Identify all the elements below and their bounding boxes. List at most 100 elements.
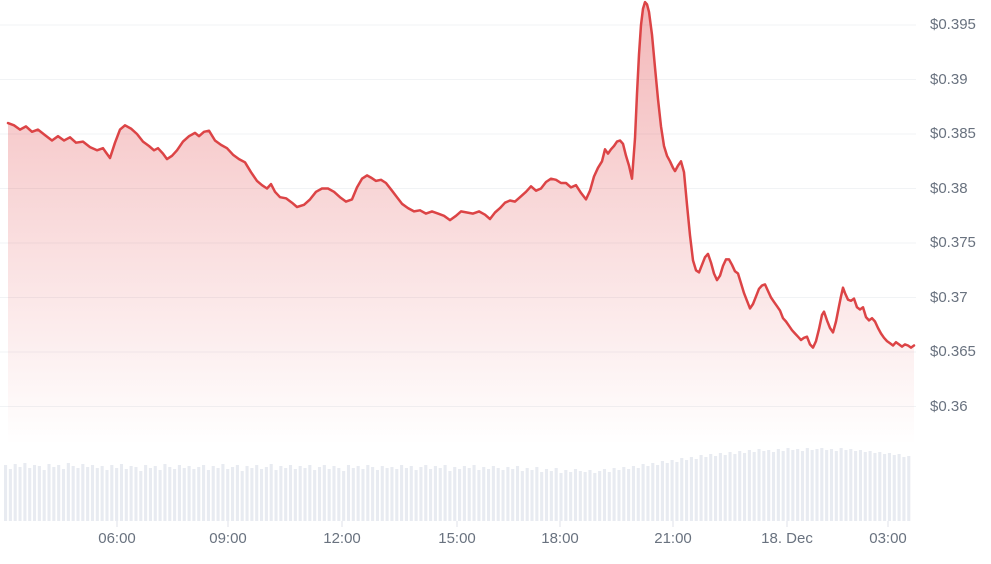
volume-bar [472, 465, 476, 521]
y-axis-label: $0.39 [930, 70, 968, 88]
volume-bar [578, 471, 582, 521]
volume-bar [718, 453, 722, 521]
volume-bar [583, 472, 587, 521]
volume-bar [810, 450, 814, 521]
x-axis-label: 18. Dec [761, 530, 813, 547]
volume-bar [733, 454, 737, 521]
volume-bar [100, 466, 104, 521]
volume-bar [419, 467, 423, 521]
volume-bar [308, 465, 312, 521]
volume-bar [148, 468, 152, 521]
volume-bar [762, 451, 766, 521]
volume-bar [13, 464, 17, 521]
volume-bar [173, 469, 177, 521]
volume-bar [709, 454, 713, 521]
volume-bar [124, 469, 128, 521]
volume-bar [878, 452, 882, 521]
volume-bar [675, 462, 679, 521]
volume-bar [757, 449, 761, 521]
volume-bar [163, 464, 167, 521]
volume-bar [448, 471, 452, 521]
volume-bar [4, 465, 8, 521]
volume-bar [685, 460, 689, 521]
volume-bar [704, 457, 708, 521]
volume-bar [206, 470, 210, 521]
volume-bar [400, 465, 404, 521]
volume-bar [245, 466, 249, 521]
volume-bar [66, 463, 70, 521]
volume-bar [559, 473, 563, 521]
volume-bar [670, 460, 674, 521]
volume-bar [216, 468, 220, 521]
volume-bar [105, 470, 109, 521]
volume-bar [375, 470, 380, 521]
volume-bar [28, 468, 32, 521]
volume-bar [752, 452, 756, 521]
y-axis-label: $0.38 [930, 179, 968, 197]
volume-bar [540, 472, 544, 521]
volume-bar [689, 457, 693, 521]
volume-bar [646, 466, 650, 521]
y-axis-label: $0.385 [930, 125, 976, 142]
volume-bar [767, 450, 771, 521]
x-axis-label: 12:00 [323, 530, 361, 547]
volume-bar [573, 469, 578, 521]
volume-bar [361, 469, 365, 521]
volume-bar [177, 465, 181, 521]
volume-bar [231, 467, 235, 521]
volume-bar [385, 468, 389, 521]
volume-bar [269, 464, 273, 521]
volume-bar [8, 469, 12, 521]
volume-bar [680, 458, 684, 521]
volume-bar [520, 471, 524, 521]
x-axis-label: 03:00 [869, 530, 907, 547]
volume-bar [274, 470, 278, 521]
volume-bar [134, 467, 138, 521]
volume-bar [791, 450, 795, 521]
volume-bar [158, 470, 162, 521]
volume-bar [443, 465, 447, 521]
volume-bar [342, 471, 346, 521]
x-axis-label: 18:00 [541, 530, 579, 547]
volume-bar [607, 472, 611, 521]
volume-bar [491, 466, 495, 521]
volume-bar [221, 464, 225, 521]
x-axis-ticks [116, 521, 889, 527]
volume-bar [226, 469, 230, 521]
volume-bar [240, 471, 244, 521]
volume-bar [617, 470, 621, 521]
volume-bar [487, 469, 491, 521]
volume-bar [462, 466, 466, 521]
volume-bar [414, 470, 418, 521]
y-axis-label: $0.37 [930, 288, 968, 306]
volume-bar [627, 469, 631, 521]
x-axis-label: 09:00 [209, 530, 247, 547]
volume-bar [409, 466, 413, 521]
x-axis-label: 15:00 [438, 530, 476, 547]
volume-bar [211, 466, 215, 521]
y-axis-label: $0.395 [930, 16, 976, 33]
volume-bar [482, 467, 486, 521]
volume-bar [892, 455, 896, 521]
volume-bar [366, 465, 370, 521]
volume-bar [119, 464, 124, 521]
volume-bar [52, 467, 56, 521]
volume-bar [694, 459, 698, 521]
volume-bar [854, 451, 858, 521]
volume-bar [187, 466, 191, 521]
volume-bar [110, 465, 114, 521]
volume-bar [433, 466, 437, 521]
volume-bar [18, 467, 22, 521]
volume-bar [264, 467, 268, 521]
volume-bar [182, 468, 186, 521]
y-axis-label: $0.365 [930, 343, 976, 360]
volume-bar [805, 448, 809, 521]
volume-bar [506, 467, 510, 521]
volume-bar [742, 453, 747, 521]
volume-bar [525, 468, 529, 521]
volume-bar [887, 453, 891, 521]
x-axis-label: 06:00 [98, 530, 136, 547]
volume-bar [656, 465, 660, 521]
